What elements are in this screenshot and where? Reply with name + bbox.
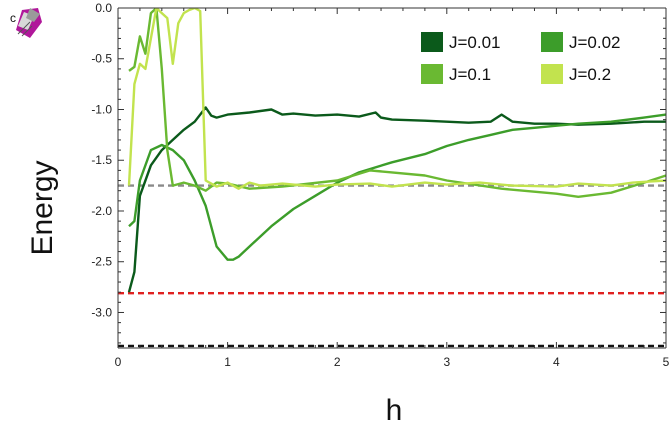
x-tick-label: 3 [443,355,450,369]
mathematica-spikey-icon [16,8,42,38]
legend-label-3: J=0.2 [569,65,611,84]
plot-area [118,8,666,348]
legend: J=0.01 J=0.02 J=0.1 J=0.2 [421,32,621,84]
series-line-1 [128,113,666,261]
legend-swatch-1 [541,32,563,52]
legend-label-0: J=0.01 [449,33,501,52]
legend-label-2: J=0.1 [449,65,491,84]
x-tick-label: 2 [334,355,341,369]
y-tick-label: -2.0 [91,204,112,218]
x-tick-label: 5 [663,355,670,369]
legend-swatch-2 [421,64,443,84]
x-tick-label: 4 [553,355,560,369]
y-tick-label: -2.5 [91,255,112,269]
x-axis-title: h [386,394,403,427]
legend-swatch-3 [541,64,563,84]
series-line-3 [127,8,666,190]
series-line-0 [127,106,666,293]
panel-label: c [10,11,16,25]
y-tick-label: -1.0 [91,102,112,116]
y-tick-label: -0.5 [91,52,112,66]
legend-swatch-0 [421,32,443,52]
y-tick-label: -3.0 [91,305,112,319]
x-tick-label: 1 [224,355,231,369]
x-tick-label: 0 [115,355,122,369]
legend-label-1: J=0.02 [569,33,621,52]
y-tick-label: -1.5 [91,153,112,167]
y-axis-title: Energy [26,160,59,255]
y-tick-label: 0.0 [95,1,112,15]
axes: 0 1 2 3 4 5 0.0 -0.5 -1.0 -1.5 -2.0 -2.5 -3.0 [91,1,669,369]
